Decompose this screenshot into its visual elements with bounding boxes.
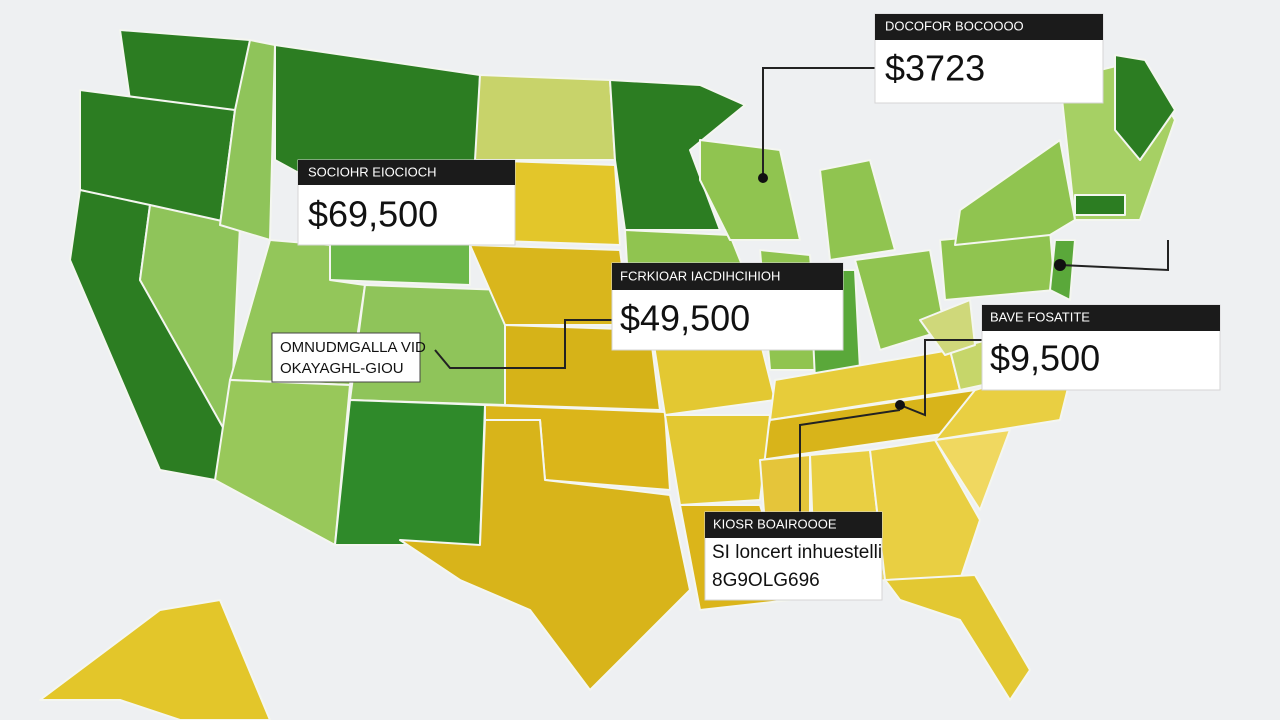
marker <box>1054 259 1066 271</box>
callout-title: SOCIOHR EIOCIOCH <box>308 164 437 179</box>
state <box>919 299 976 356</box>
callout-header <box>875 14 1103 40</box>
leader-line <box>1059 240 1169 272</box>
callout: BAVE FOSATITE $9,500 <box>981 304 1221 391</box>
leader-line <box>434 319 612 369</box>
callout-line: OKAYAGHL-GIOU <box>280 360 404 377</box>
leader-line <box>799 409 901 512</box>
callout-title: FCRKIOAR IACDIHCIHIOH <box>620 268 780 283</box>
state <box>664 414 771 506</box>
state <box>39 599 271 720</box>
marker <box>895 400 905 410</box>
marker <box>758 173 768 183</box>
callout-value: $9,500 <box>990 338 1100 379</box>
state <box>474 74 616 161</box>
state <box>334 399 486 546</box>
state <box>1074 194 1126 216</box>
leader-line <box>899 339 982 417</box>
state <box>1114 54 1176 161</box>
callout-header <box>298 160 515 185</box>
callout-line: 8G9OLG696 <box>712 570 820 591</box>
callout-title: BAVE FOSATITE <box>990 309 1090 324</box>
callout-box <box>271 332 421 383</box>
callout-header <box>982 305 1220 331</box>
callout-value: $3723 <box>885 48 985 89</box>
callout-value: $69,500 <box>308 194 438 235</box>
callout-title: DOCOFOR BOCOOOO <box>885 18 1024 33</box>
state <box>884 574 1031 701</box>
state <box>219 39 276 241</box>
state <box>954 139 1076 246</box>
state <box>214 379 351 546</box>
leader-lines <box>434 67 1169 512</box>
states <box>39 29 1176 720</box>
callout-title: KIOSR BOAIROOOE <box>713 516 837 531</box>
callout-line: SI loncert inhuestelli <box>712 542 882 563</box>
callout: OMNUDMGALLA VID OKAYAGHL-GIOU <box>271 332 426 383</box>
callout-line: OMNUDMGALLA VID <box>280 339 426 356</box>
state <box>399 419 691 691</box>
callout-header <box>705 512 882 538</box>
leader-line <box>762 67 875 178</box>
callout: DOCOFOR BOCOOOO $3723 <box>874 13 1104 104</box>
state <box>699 139 801 241</box>
state <box>819 159 896 261</box>
callout: FCRKIOAR IACDIHCIHIOH $49,500 <box>611 262 844 351</box>
callout-value: $49,500 <box>620 298 750 339</box>
callout: SOCIOHR EIOCIOCH $69,500 <box>297 159 516 246</box>
callout: KIOSR BOAIROOOE SI loncert inhuestelli 8… <box>704 511 883 601</box>
callout-header <box>612 263 843 290</box>
